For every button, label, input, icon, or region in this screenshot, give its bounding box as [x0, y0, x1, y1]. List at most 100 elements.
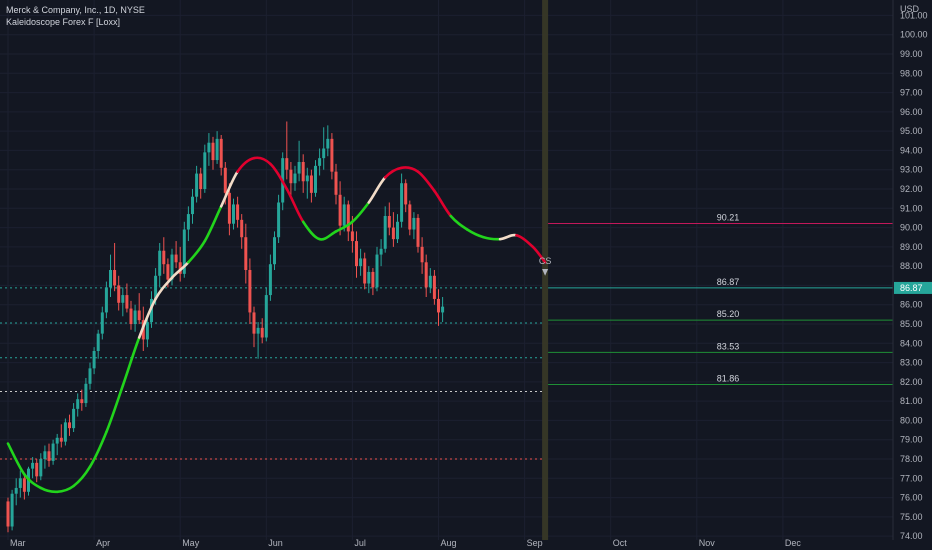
candle-body	[170, 254, 174, 280]
candle-body	[63, 422, 67, 442]
level-label-86.87: 86.87	[717, 277, 740, 287]
candle-body	[322, 148, 326, 159]
candle-body	[182, 229, 186, 274]
candle-body	[158, 250, 162, 276]
candle-body	[100, 312, 104, 334]
current-price-tag-bg	[894, 281, 932, 294]
candle-body	[6, 501, 10, 527]
candle-body	[408, 204, 412, 230]
level-label-90.21: 90.21	[717, 213, 740, 223]
y-tick-label: 86.00	[900, 300, 923, 310]
candle-body	[166, 264, 170, 280]
candle-body	[47, 451, 51, 461]
indicator-segment	[236, 156, 256, 173]
candle-body	[178, 262, 182, 274]
indicator-segment	[23, 473, 43, 490]
current-price-tag: 86.87	[894, 281, 932, 294]
indicator-segment	[121, 336, 141, 388]
candle-body	[318, 158, 322, 166]
candle-body	[68, 422, 71, 429]
candle-body	[43, 451, 47, 459]
candle-body	[428, 275, 432, 288]
indicator-segment	[367, 176, 387, 204]
indicator-segment	[6, 442, 26, 476]
indicator-segment	[88, 430, 108, 469]
y-tick-label: 91.00	[900, 203, 923, 213]
y-tick-label: 77.00	[900, 473, 923, 483]
candle-body	[88, 368, 92, 384]
candle-body	[84, 383, 88, 404]
candle-body	[203, 152, 207, 189]
candle-body	[383, 216, 387, 249]
candle-body	[236, 204, 240, 220]
y-tick-label: 100.00	[900, 30, 928, 40]
candle-body	[199, 173, 203, 189]
price-axis: 74.00 75.00 76.00 77.00 78.00 79.00 80.00 81.00…	[900, 10, 928, 541]
symbol-title[interactable]: Merck & Company, Inc., 1D, NYSE	[6, 5, 145, 15]
candle-body	[133, 310, 137, 324]
candle-body	[72, 408, 76, 429]
candle-body	[186, 214, 190, 230]
y-tick-label: 78.00	[900, 454, 923, 464]
level-label-81.86: 81.86	[717, 374, 740, 384]
candle-body	[330, 138, 334, 172]
time-axis: Mar Apr May Jun Jul Aug Sep Oct Nov Dec	[10, 538, 801, 548]
candle-body	[256, 327, 260, 334]
candle-body	[240, 219, 244, 238]
candle-body	[59, 437, 63, 442]
indicator-title[interactable]: Kaleidoscope Forex F [Loxx]	[6, 17, 121, 27]
indicator-segment	[39, 486, 59, 494]
level-label-85.20: 85.20	[717, 309, 740, 319]
candle-body	[326, 138, 330, 149]
candle-body	[437, 298, 440, 313]
level-lines: 90.21 86.87 85.20 83.53 81.86	[548, 213, 893, 386]
y-tick-label: 84.00	[900, 338, 923, 348]
indicator-segment	[498, 233, 518, 241]
candle-body	[387, 216, 391, 228]
candle-body	[285, 158, 289, 170]
y-tick-label: 83.00	[900, 358, 923, 368]
level-label-83.53: 83.53	[717, 341, 740, 351]
indicator-segment	[351, 201, 371, 224]
candle-body	[404, 183, 408, 205]
indicator-segment	[400, 166, 420, 173]
candle-body	[277, 202, 281, 238]
x-tick-label: Sep	[527, 538, 543, 548]
candle-body	[293, 173, 297, 184]
cs-marker-label: CS	[539, 256, 552, 266]
indicator-segment	[252, 156, 272, 166]
indicator-segment	[515, 233, 535, 249]
candle-body	[191, 196, 194, 215]
candle-body	[289, 169, 293, 184]
indicator-segment	[433, 189, 453, 218]
candle-body	[174, 254, 178, 263]
candle-body	[80, 399, 84, 404]
indicator-segment	[137, 297, 157, 339]
indicator-segment	[383, 166, 403, 179]
candle-body	[424, 262, 428, 288]
indicator-segment	[416, 170, 436, 193]
y-tick-label: 79.00	[900, 435, 923, 445]
indicator-segment	[55, 484, 75, 494]
candle-body	[441, 306, 445, 313]
y-tick-label: 95.00	[900, 126, 923, 136]
candle-body	[162, 250, 166, 265]
candle-body	[252, 312, 256, 334]
candle-body	[129, 308, 133, 324]
candle-body	[400, 183, 404, 222]
candle-body	[334, 171, 338, 195]
y-tick-label: 96.00	[900, 107, 923, 117]
kaleidoscope-indicator-line	[6, 156, 547, 494]
candle-body	[219, 138, 223, 168]
candle-body	[22, 478, 26, 492]
candle-body	[273, 237, 276, 265]
candle-body	[396, 221, 399, 240]
candle-body	[96, 333, 100, 351]
candle-body	[412, 217, 416, 230]
candle-body	[207, 142, 211, 153]
candle-body	[305, 175, 309, 182]
x-tick-label: Oct	[613, 538, 628, 548]
candle-body	[51, 443, 55, 461]
